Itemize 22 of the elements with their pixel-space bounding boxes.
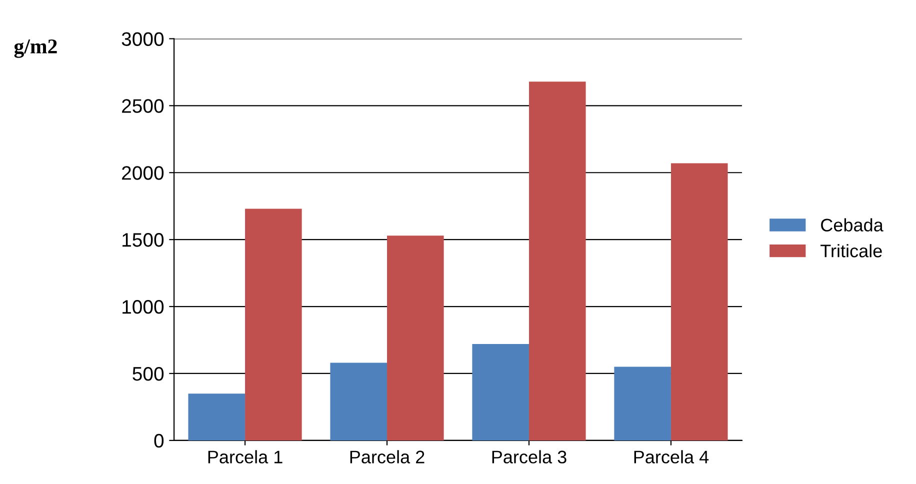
bar: [528, 82, 586, 440]
x-tick-label: Parcela 1: [208, 450, 282, 464]
bar: [472, 344, 529, 440]
y-tick-label: 1000: [122, 300, 164, 314]
bar: [330, 362, 388, 440]
bar: [188, 394, 246, 440]
x-tick-label: Parcela 3: [492, 450, 566, 464]
bar: [387, 236, 444, 440]
bar: [245, 208, 302, 440]
y-tick-label: 2500: [122, 99, 164, 113]
y-tick-label: 1500: [122, 233, 164, 247]
legend-label: Cebada: [821, 218, 884, 232]
y-tick-label: 500: [132, 366, 164, 381]
x-tick-label: Parcela 2: [350, 450, 424, 464]
y-axis-title: g/m2: [14, 39, 57, 58]
bar: [614, 366, 671, 440]
y-tick-label: 3000: [122, 32, 164, 46]
y-tick-label: 2000: [122, 166, 164, 180]
y-tick-label: 0: [154, 434, 164, 448]
x-tick-label: Parcela 4: [634, 450, 709, 464]
legend-label: Triticale: [820, 244, 882, 258]
bar: [670, 163, 728, 440]
